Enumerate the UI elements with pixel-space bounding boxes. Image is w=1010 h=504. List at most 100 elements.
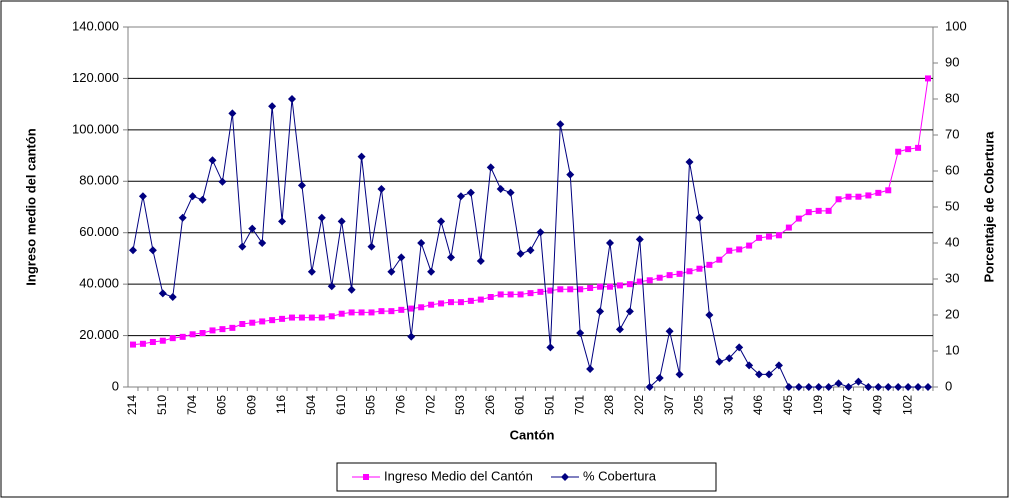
data-point <box>279 315 286 322</box>
data-point <box>496 185 505 193</box>
data-point <box>925 75 931 82</box>
x-tick-label: 307 <box>662 395 676 415</box>
data-point <box>457 299 464 306</box>
y2-axis-title: Porcentaje de Cobertura <box>981 131 996 283</box>
data-point <box>398 306 405 313</box>
legend-box <box>336 462 717 492</box>
data-point <box>318 314 325 321</box>
x-tick-label: 505 <box>364 395 378 415</box>
data-point <box>327 282 336 291</box>
legend-label: % Cobertura <box>583 468 657 483</box>
data-point <box>148 246 157 255</box>
data-point <box>307 267 316 276</box>
data-point <box>615 325 624 334</box>
data-point <box>168 293 177 301</box>
data-point <box>676 270 683 277</box>
data-point <box>725 354 734 363</box>
data-point <box>686 268 693 275</box>
y2-tick-label: 40 <box>945 234 959 249</box>
data-point <box>844 383 853 391</box>
data-point <box>606 239 614 247</box>
data-point <box>298 314 305 321</box>
data-point <box>825 207 832 214</box>
data-point <box>804 383 813 391</box>
data-point <box>695 213 704 222</box>
data-point <box>517 291 524 298</box>
data-point <box>487 294 494 300</box>
data-point <box>418 304 425 311</box>
y-tick-label: 0 <box>112 378 119 393</box>
x-tick-label: 406 <box>751 395 765 415</box>
data-point <box>417 239 426 247</box>
data-point <box>666 272 673 279</box>
data-point <box>358 309 365 316</box>
data-point <box>368 309 375 316</box>
data-point <box>467 297 474 304</box>
data-point <box>567 286 574 293</box>
data-point <box>884 383 893 391</box>
data-point <box>526 246 535 255</box>
y2-tick-label: 90 <box>945 54 959 69</box>
data-point <box>367 242 376 251</box>
data-point <box>557 286 564 293</box>
x-tick-label: 610 <box>334 395 348 415</box>
y2-tick-label: 60 <box>945 162 959 177</box>
data-point <box>328 313 335 320</box>
x-tick-label: 501 <box>543 395 557 415</box>
data-point <box>895 148 902 155</box>
data-point <box>188 192 197 201</box>
y2-tick-label: 30 <box>945 270 959 285</box>
data-point <box>209 327 216 334</box>
x-tick-label: 701 <box>572 395 586 415</box>
data-point <box>537 288 544 295</box>
data-point <box>665 327 674 336</box>
data-point <box>636 278 643 285</box>
data-point <box>338 310 345 317</box>
y-axis-title: Ingreso medio del cantón <box>23 128 38 286</box>
data-point <box>497 291 504 298</box>
data-point <box>208 156 217 165</box>
data-point <box>258 239 267 247</box>
x-tick-label: 116 <box>274 395 288 414</box>
data-point <box>834 379 843 388</box>
data-point <box>625 307 634 316</box>
y-tick-label: 100.000 <box>72 121 119 136</box>
x-tick-label: 702 <box>423 395 437 415</box>
data-point <box>706 261 713 268</box>
data-point <box>774 361 783 370</box>
data-point <box>735 343 744 352</box>
data-point <box>904 383 913 391</box>
data-point <box>536 228 545 237</box>
legend-marker <box>363 474 369 480</box>
data-point <box>835 196 842 203</box>
data-point <box>477 296 484 303</box>
data-point <box>645 383 654 391</box>
y-tick-label: 80.000 <box>79 173 119 188</box>
data-point <box>765 370 773 379</box>
data-point <box>577 286 584 293</box>
data-point <box>228 109 237 118</box>
data-point <box>675 370 684 379</box>
data-point <box>516 249 525 258</box>
data-point <box>347 285 356 294</box>
data-point <box>915 144 922 151</box>
data-point <box>476 257 485 265</box>
y2-tick-label: 0 <box>945 378 952 393</box>
x-tick-label: 704 <box>185 395 199 415</box>
y-tick-label: 20.000 <box>79 327 119 342</box>
data-point <box>626 281 633 288</box>
data-point <box>597 283 604 290</box>
y2-tick-label: 10 <box>945 342 959 357</box>
data-point <box>894 383 903 391</box>
data-point <box>239 321 246 327</box>
data-point <box>755 370 764 379</box>
data-point <box>587 285 594 291</box>
data-point <box>775 232 782 239</box>
data-point <box>158 289 167 298</box>
x-tick-label: 214 <box>125 395 139 415</box>
data-point <box>655 374 664 382</box>
data-point <box>249 319 256 326</box>
data-point <box>297 181 306 190</box>
data-point <box>438 300 445 307</box>
